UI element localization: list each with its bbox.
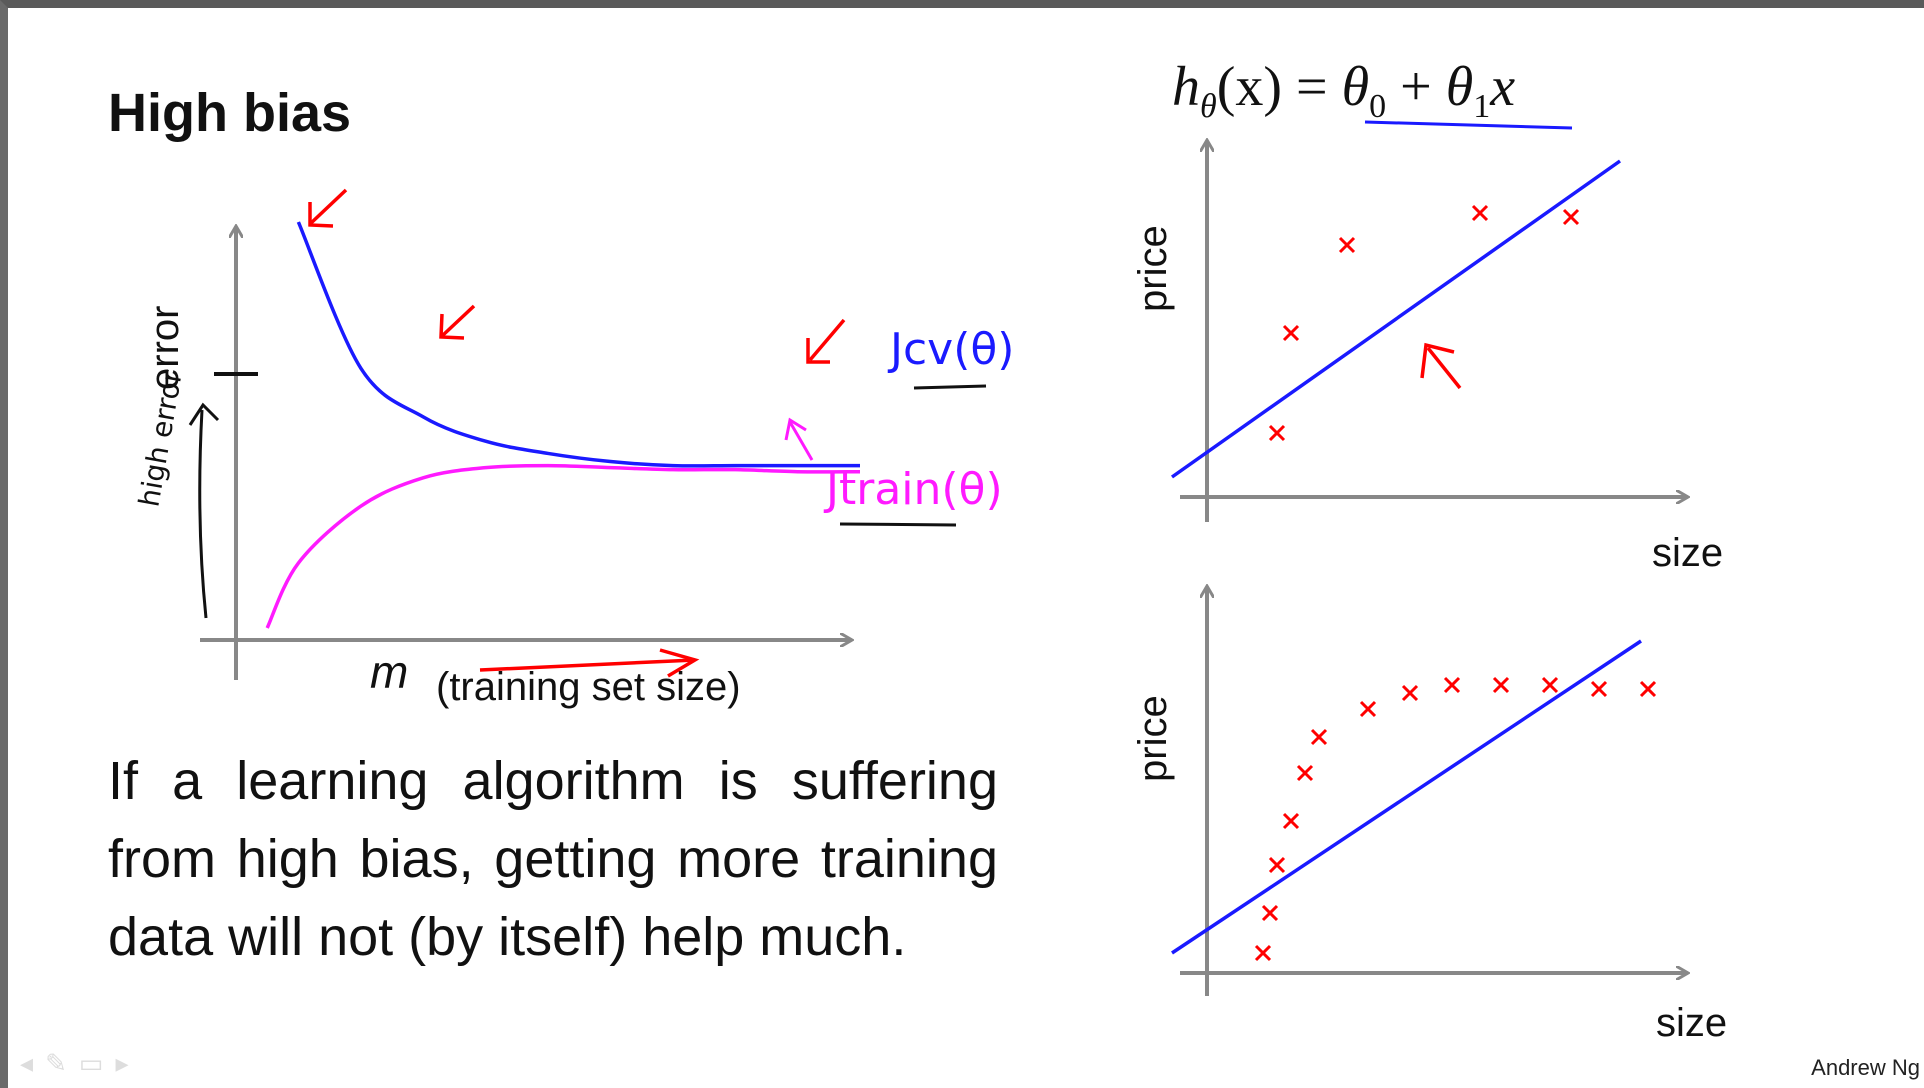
menu-icon[interactable]: ▭ xyxy=(78,1048,116,1078)
formula-var-x: x xyxy=(1490,56,1516,118)
formula-theta1: θ xyxy=(1445,56,1474,118)
lc-xlabel-var: m xyxy=(370,646,408,698)
data-point-marker xyxy=(1268,424,1286,442)
data-point-marker xyxy=(1492,676,1510,694)
data-point-marker xyxy=(1310,728,1328,746)
top-points xyxy=(1268,204,1580,442)
formula-underline xyxy=(1364,120,1573,130)
learning-curve-chart: error m (training set size) high error J… xyxy=(132,188,1014,709)
data-point-marker xyxy=(1261,904,1279,922)
data-point-marker xyxy=(1401,684,1419,702)
data-point-marker xyxy=(1359,700,1377,718)
data-point-marker xyxy=(1443,676,1461,694)
train-pointer-arrow xyxy=(784,417,814,461)
top-fit-line xyxy=(1170,159,1622,479)
pen-icon[interactable]: ✎ xyxy=(45,1048,79,1078)
more-data-arrow xyxy=(479,648,700,678)
formula-lhs-sub: θ xyxy=(1200,88,1217,126)
high-error-text: high error xyxy=(132,367,189,509)
author-credit: Andrew Ng xyxy=(1811,1055,1920,1080)
high-error-annotation: high error xyxy=(132,367,220,619)
data-point-marker xyxy=(1541,676,1559,694)
formula-theta0-sub: 0 xyxy=(1369,88,1387,126)
formula-lhs: h xyxy=(1172,56,1200,118)
presentation-toolbar[interactable]: ◂✎▭▸ xyxy=(20,1048,141,1079)
train-label-underline xyxy=(839,522,957,527)
cv-label: Jcv(θ) xyxy=(887,324,1014,375)
data-point-marker xyxy=(1639,680,1657,698)
next-icon[interactable]: ▸ xyxy=(115,1048,141,1078)
cv-curve xyxy=(296,221,860,468)
formula-plus: + xyxy=(1386,56,1446,118)
data-point-marker xyxy=(1282,812,1300,830)
top-ylabel: price xyxy=(1131,225,1175,312)
data-point-marker xyxy=(1254,944,1272,962)
bottom-fit-line xyxy=(1171,639,1642,955)
cv-pointer-arrows xyxy=(308,188,846,364)
data-point-marker xyxy=(1268,856,1286,874)
data-point-marker xyxy=(1590,680,1608,698)
data-point-marker xyxy=(1562,208,1580,226)
formula-theta1-sub: 1 xyxy=(1473,88,1491,126)
train-label: Jtrain(θ) xyxy=(823,464,1003,515)
top-pointer-arrow xyxy=(1420,342,1462,390)
body-text: If a learning algorithm is suffering fro… xyxy=(108,751,998,967)
cv-label-underline xyxy=(913,384,987,390)
previous-icon[interactable]: ◂ xyxy=(20,1048,46,1078)
bottom-xlabel: size xyxy=(1656,1001,1727,1045)
top-xlabel: size xyxy=(1652,531,1723,575)
data-point-marker xyxy=(1282,324,1300,342)
data-point-marker xyxy=(1296,764,1314,782)
slide-title: High bias xyxy=(108,83,352,143)
data-point-marker xyxy=(1338,236,1356,254)
lc-ylabel: error xyxy=(143,306,187,390)
bottom-scatter-plot: price size xyxy=(1131,588,1727,1045)
bottom-ylabel: price xyxy=(1131,695,1175,782)
lc-xlabel-text: (training set size) xyxy=(436,665,741,709)
bottom-points xyxy=(1254,676,1657,962)
train-curve xyxy=(265,463,861,629)
formula-theta0: θ xyxy=(1341,56,1370,118)
data-point-marker xyxy=(1471,204,1489,222)
hypothesis-formula: hθ(x) = θ0 + θ1x xyxy=(1172,55,1515,126)
top-scatter-plot: price size xyxy=(1131,142,1723,575)
formula-lhs-arg: (x) = xyxy=(1216,56,1342,118)
